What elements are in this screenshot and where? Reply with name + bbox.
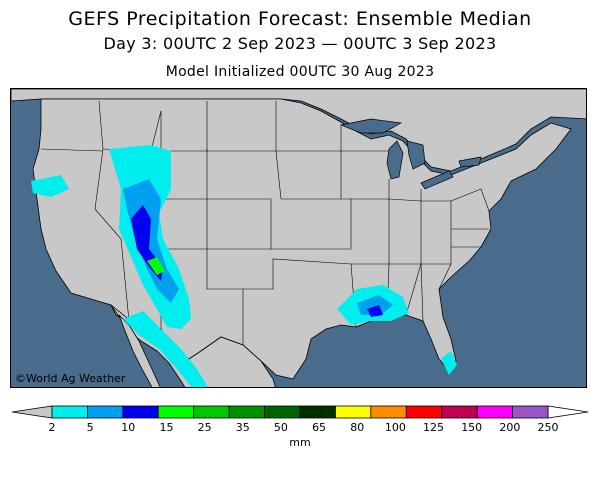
legend-swatch bbox=[51, 405, 88, 419]
legend-tick-label: 15 bbox=[159, 421, 173, 434]
legend-tick-label: 100 bbox=[385, 421, 406, 434]
legend-swatch bbox=[370, 405, 407, 419]
legend-swatch bbox=[335, 405, 372, 419]
lake-michigan bbox=[386, 140, 404, 180]
precipitation-map: ©World Ag Weather bbox=[10, 88, 587, 388]
map-credit: ©World Ag Weather bbox=[15, 372, 126, 385]
precip-area-gulf-coast-moderate bbox=[357, 295, 393, 315]
legend-tick-label: 200 bbox=[499, 421, 520, 434]
legend-swatch bbox=[405, 405, 443, 419]
lake-ontario bbox=[458, 156, 482, 168]
precip-overlay bbox=[31, 145, 457, 387]
legend-swatch bbox=[157, 405, 195, 419]
legend-swatch bbox=[122, 405, 159, 419]
color-legend: 2 5 10 15 25 35 50 65 80 100 125 150 200 250 bbox=[11, 405, 589, 434]
legend-tick-label: 2 bbox=[49, 421, 56, 434]
legend-swatch bbox=[193, 405, 230, 419]
precip-area-florida bbox=[441, 351, 457, 375]
precip-area-southwest-moderate bbox=[123, 179, 179, 303]
lake-huron bbox=[406, 140, 426, 170]
legend-swatch bbox=[512, 405, 549, 419]
precip-area-southwest-core bbox=[147, 257, 165, 275]
legend-over-triangle bbox=[547, 405, 589, 419]
legend-tick-label: 25 bbox=[198, 421, 212, 434]
legend-tick-label: 150 bbox=[461, 421, 482, 434]
precip-area-pacific-nw bbox=[31, 175, 69, 197]
canada-land bbox=[11, 89, 586, 172]
legend-swatch bbox=[299, 405, 336, 419]
legend-under-triangle bbox=[11, 405, 53, 419]
legend-tick-label: 50 bbox=[274, 421, 288, 434]
baja-peninsula bbox=[118, 314, 161, 387]
precip-area-gulf-coast-heavy bbox=[367, 305, 383, 317]
legend-tick-label: 5 bbox=[87, 421, 94, 434]
legend-swatch bbox=[228, 405, 265, 419]
lake-erie bbox=[420, 170, 454, 190]
lake-superior bbox=[339, 118, 403, 134]
legend-tick-label: 250 bbox=[538, 421, 559, 434]
legend-tick-label: 10 bbox=[121, 421, 135, 434]
legend-swatch bbox=[87, 405, 124, 419]
legend-swatch bbox=[476, 405, 513, 419]
forecast-period: Day 3: 00UTC 2 Sep 2023 — 00UTC 3 Sep 20… bbox=[103, 34, 497, 53]
legend-swatch bbox=[264, 405, 301, 419]
legend-swatches bbox=[11, 405, 589, 419]
model-initialized: Model Initialized 00UTC 30 Aug 2023 bbox=[165, 64, 435, 80]
legend-labels: 2 5 10 15 25 35 50 65 80 100 125 150 200 250 bbox=[49, 421, 559, 434]
legend-unit: mm bbox=[289, 436, 311, 449]
legend-tick-label: 65 bbox=[312, 421, 326, 434]
legend-swatch bbox=[441, 405, 478, 419]
map-canvas bbox=[11, 89, 586, 387]
legend-tick-label: 35 bbox=[236, 421, 250, 434]
legend-tick-label: 80 bbox=[350, 421, 364, 434]
legend-tick-label: 125 bbox=[423, 421, 444, 434]
map-title: GEFS Precipitation Forecast: Ensemble Me… bbox=[68, 8, 532, 30]
precip-area-mexico bbox=[123, 311, 208, 387]
